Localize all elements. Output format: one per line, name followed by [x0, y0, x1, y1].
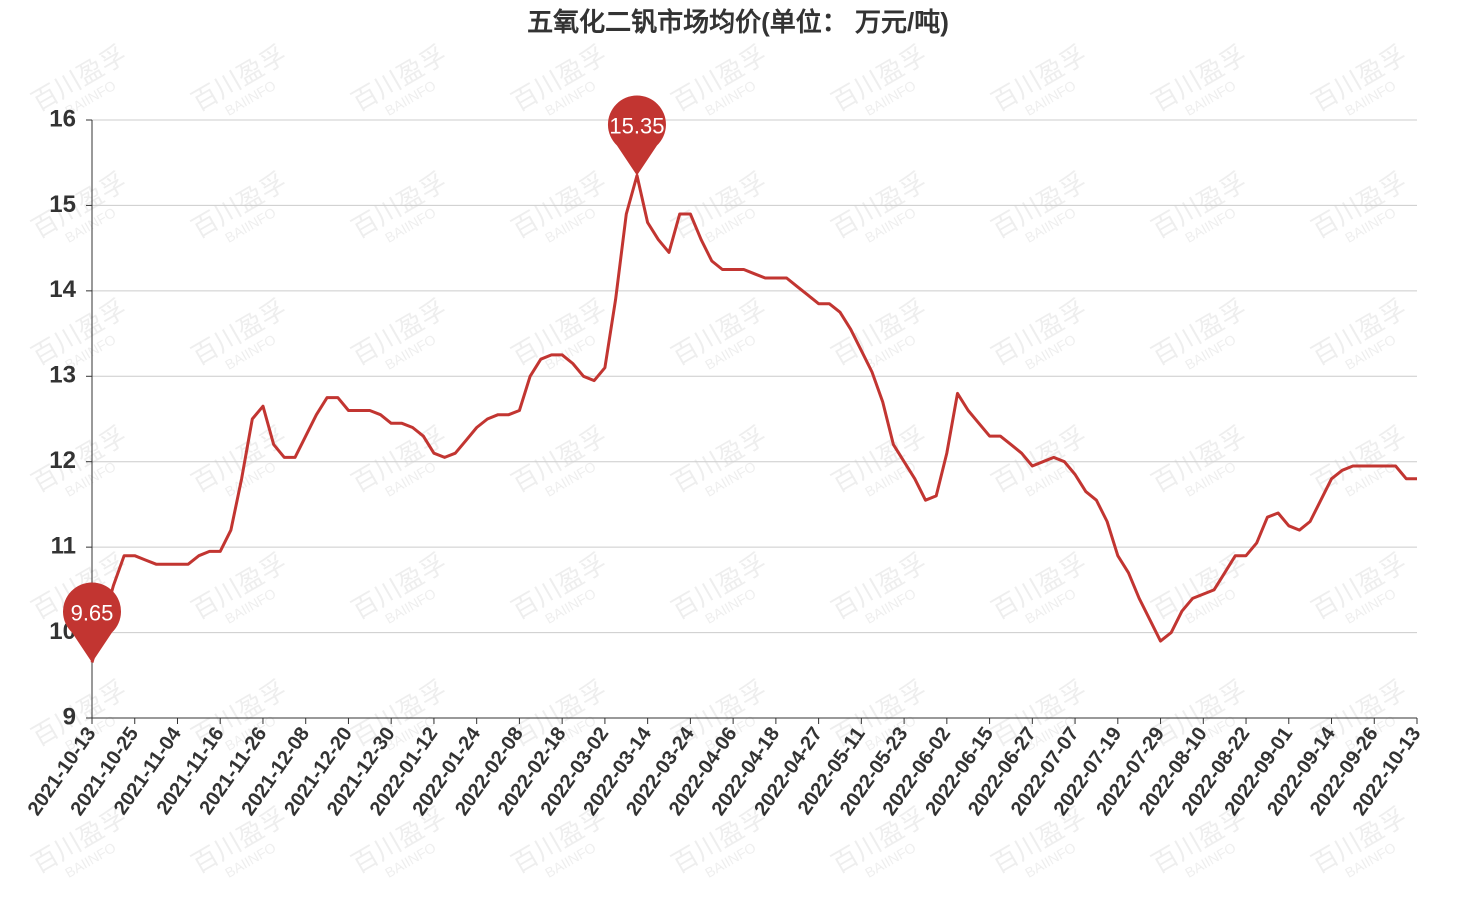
chart-title: 五氧化二钒市场均价(单位： 万元/吨) [527, 7, 949, 37]
mark-pin-label: 9.65 [71, 600, 114, 625]
y-tick-label: 11 [51, 532, 76, 559]
mark-pin [607, 95, 666, 176]
line [90, 174, 1417, 663]
mark-pin [63, 582, 121, 663]
y-tick-label: 16 [49, 105, 76, 132]
y-tick-label: 14 [49, 276, 76, 303]
y-tick-label: 9 [63, 703, 76, 730]
y-tick-label: 15 [49, 191, 76, 218]
y-tick-label: 12 [49, 447, 76, 474]
mark-pin-label: 15.35 [609, 113, 664, 138]
y-tick-label: 13 [49, 362, 76, 389]
